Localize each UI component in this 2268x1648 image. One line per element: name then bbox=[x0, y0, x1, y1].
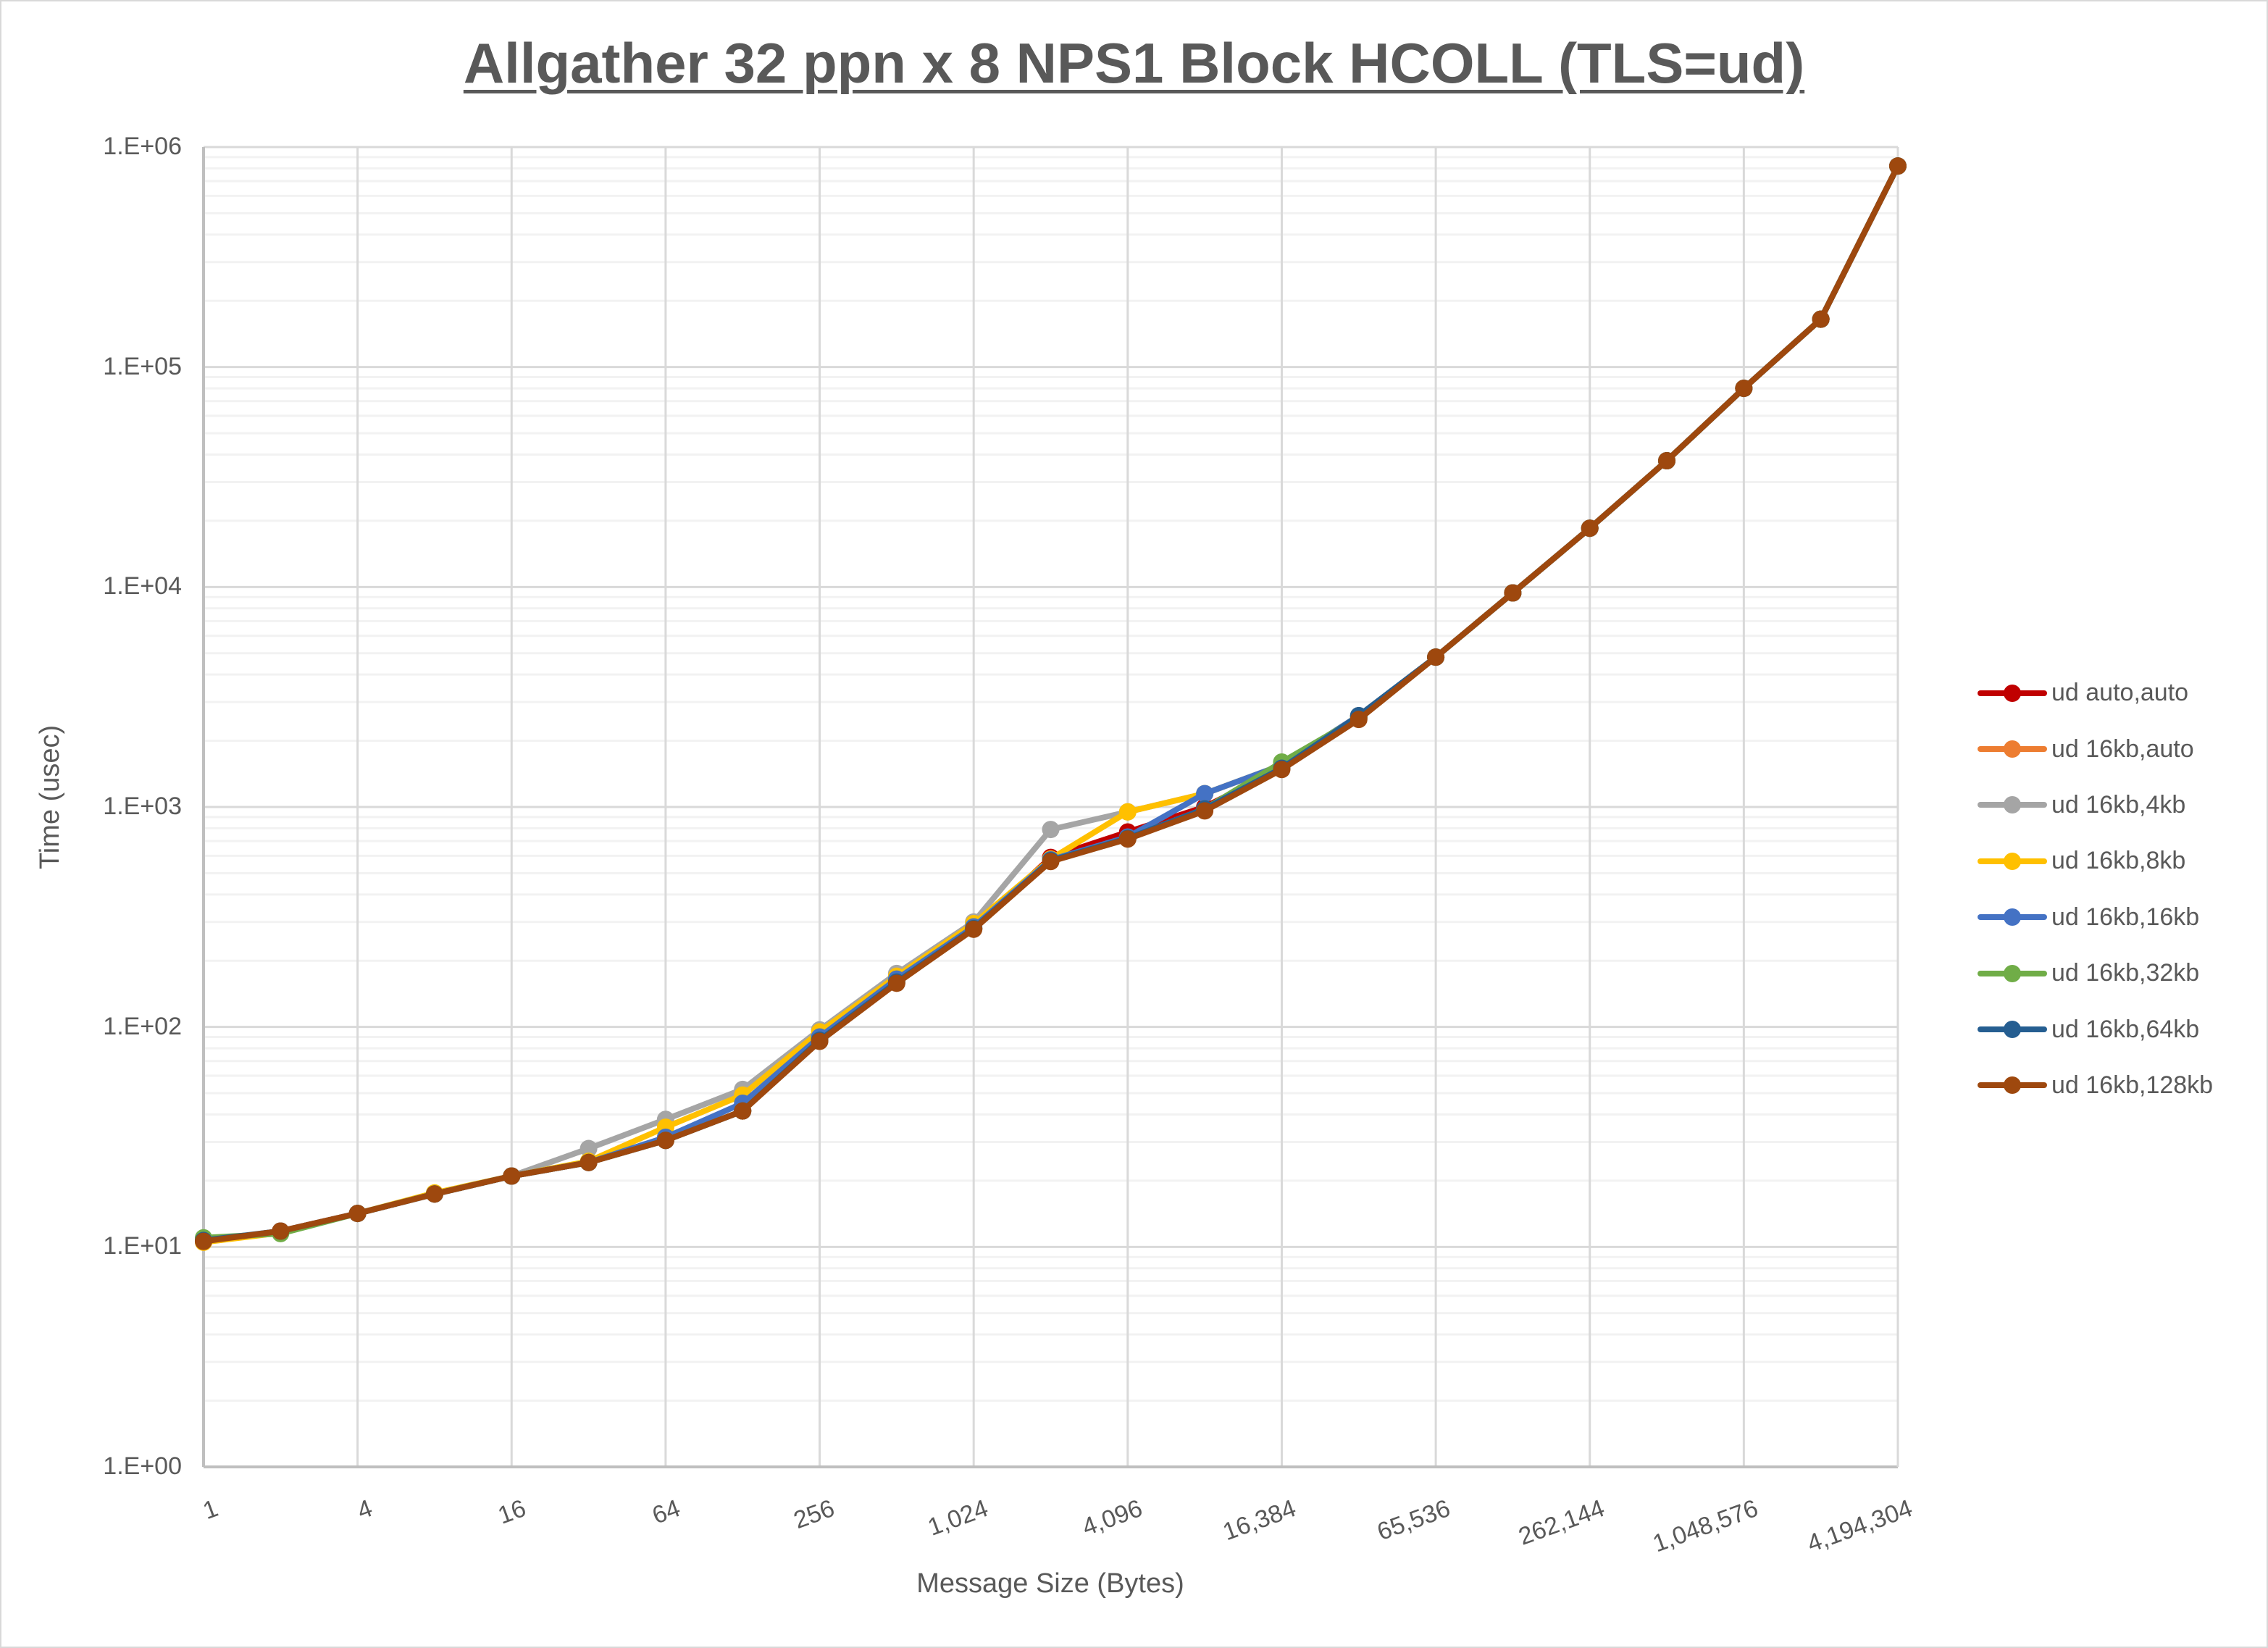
series-line bbox=[201, 163, 1901, 1245]
legend-label: ud 16kb,4kb bbox=[2051, 790, 2186, 819]
series-ud-16kb-8kb bbox=[195, 157, 1907, 1251]
series-ud-16kb-64kb bbox=[195, 157, 1907, 1250]
legend-item: ud 16kb,auto bbox=[1978, 721, 2213, 777]
legend-label: ud 16kb,128kb bbox=[2051, 1071, 2214, 1099]
y-tick-label: 1.E+02 bbox=[103, 1012, 182, 1040]
x-axis-title: Message Size (Bytes) bbox=[916, 1568, 1184, 1599]
data-point-marker bbox=[1196, 802, 1214, 820]
data-point-marker bbox=[1042, 853, 1060, 871]
series-line bbox=[201, 163, 1901, 1245]
legend-line-marker-icon bbox=[1978, 684, 2047, 702]
legend-line-marker-icon bbox=[1978, 740, 2047, 758]
data-point-marker bbox=[1196, 785, 1214, 803]
data-point-marker bbox=[1735, 380, 1753, 398]
data-point-marker bbox=[656, 1132, 674, 1150]
legend-line-marker-icon bbox=[1978, 1076, 2047, 1095]
legend-line-marker-icon bbox=[1978, 964, 2047, 982]
data-point-marker bbox=[1581, 519, 1599, 538]
y-tick-label: 1.E+03 bbox=[103, 792, 182, 820]
data-point-marker bbox=[503, 1167, 521, 1185]
data-point-marker bbox=[1427, 648, 1445, 666]
data-point-marker bbox=[1889, 157, 1907, 175]
legend-line-marker-icon bbox=[1978, 1021, 2047, 1039]
legend-item: ud auto,auto bbox=[1978, 665, 2213, 721]
series-line bbox=[201, 163, 1901, 1245]
data-point-marker bbox=[1042, 821, 1060, 839]
data-point-marker bbox=[887, 974, 905, 992]
data-point-marker bbox=[811, 1032, 829, 1050]
data-point-marker bbox=[1812, 310, 1830, 328]
legend-item: ud 16kb,128kb bbox=[1978, 1058, 2213, 1113]
chart-title: Allgather 32 ppn x 8 NPS1 Block HCOLL (T… bbox=[463, 31, 1805, 95]
legend-line-marker-icon bbox=[1978, 852, 2047, 870]
legend-label: ud auto,auto bbox=[2051, 679, 2189, 707]
series-ud-16kb-16kb bbox=[195, 157, 1907, 1250]
data-point-marker bbox=[1118, 830, 1137, 848]
series-line bbox=[201, 163, 1901, 1245]
y-tick-label: 1.E+00 bbox=[103, 1452, 182, 1480]
series-ud-auto-auto bbox=[195, 157, 1907, 1250]
y-tick-label: 1.E+04 bbox=[103, 572, 182, 601]
data-point-marker bbox=[579, 1139, 598, 1158]
data-point-marker bbox=[425, 1185, 443, 1203]
series-ud-16kb-128kb bbox=[195, 157, 1907, 1250]
legend-item: ud 16kb,32kb bbox=[1978, 945, 2213, 1001]
data-point-marker bbox=[1118, 803, 1137, 821]
series-line bbox=[201, 163, 1901, 1245]
data-point-marker bbox=[1504, 584, 1522, 602]
data-point-marker bbox=[965, 920, 983, 938]
data-point-marker bbox=[272, 1222, 290, 1240]
y-axis-title: Time (usec) bbox=[35, 724, 65, 869]
data-point-marker bbox=[1349, 711, 1368, 729]
legend-label: ud 16kb,8kb bbox=[2051, 847, 2186, 875]
legend-label: ud 16kb,16kb bbox=[2051, 903, 2200, 931]
data-point-marker bbox=[734, 1102, 752, 1120]
data-point-marker bbox=[348, 1205, 367, 1223]
data-point-marker bbox=[195, 1232, 212, 1250]
legend-item: ud 16kb,8kb bbox=[1978, 833, 2213, 889]
series-line bbox=[201, 163, 1901, 1244]
data-point-marker bbox=[579, 1153, 598, 1171]
legend-item: ud 16kb,4kb bbox=[1978, 777, 2213, 833]
legend-item: ud 16kb,16kb bbox=[1978, 890, 2213, 945]
legend-label: ud 16kb,auto bbox=[2051, 735, 2194, 763]
series-ud-16kb-4kb bbox=[195, 157, 1907, 1250]
y-tick-label: 1.E+06 bbox=[103, 133, 182, 160]
data-point-marker bbox=[1273, 761, 1291, 779]
legend-label: ud 16kb,64kb bbox=[2051, 1015, 2200, 1043]
legend-item: ud 16kb,64kb bbox=[1978, 1001, 2213, 1057]
series-ud-16kb-auto bbox=[195, 157, 1907, 1250]
y-tick-label: 1.E+05 bbox=[103, 352, 182, 380]
series-line bbox=[201, 163, 1901, 1244]
legend-line-marker-icon bbox=[1978, 908, 2047, 927]
legend-line-marker-icon bbox=[1978, 796, 2047, 814]
y-tick-label: 1.E+01 bbox=[103, 1232, 182, 1260]
legend-label: ud 16kb,32kb bbox=[2051, 959, 2200, 987]
legend: ud auto,auto ud 16kb,auto ud 16kb,4kb ud 16… bbox=[1978, 665, 2213, 1113]
data-point-marker bbox=[1658, 452, 1676, 470]
